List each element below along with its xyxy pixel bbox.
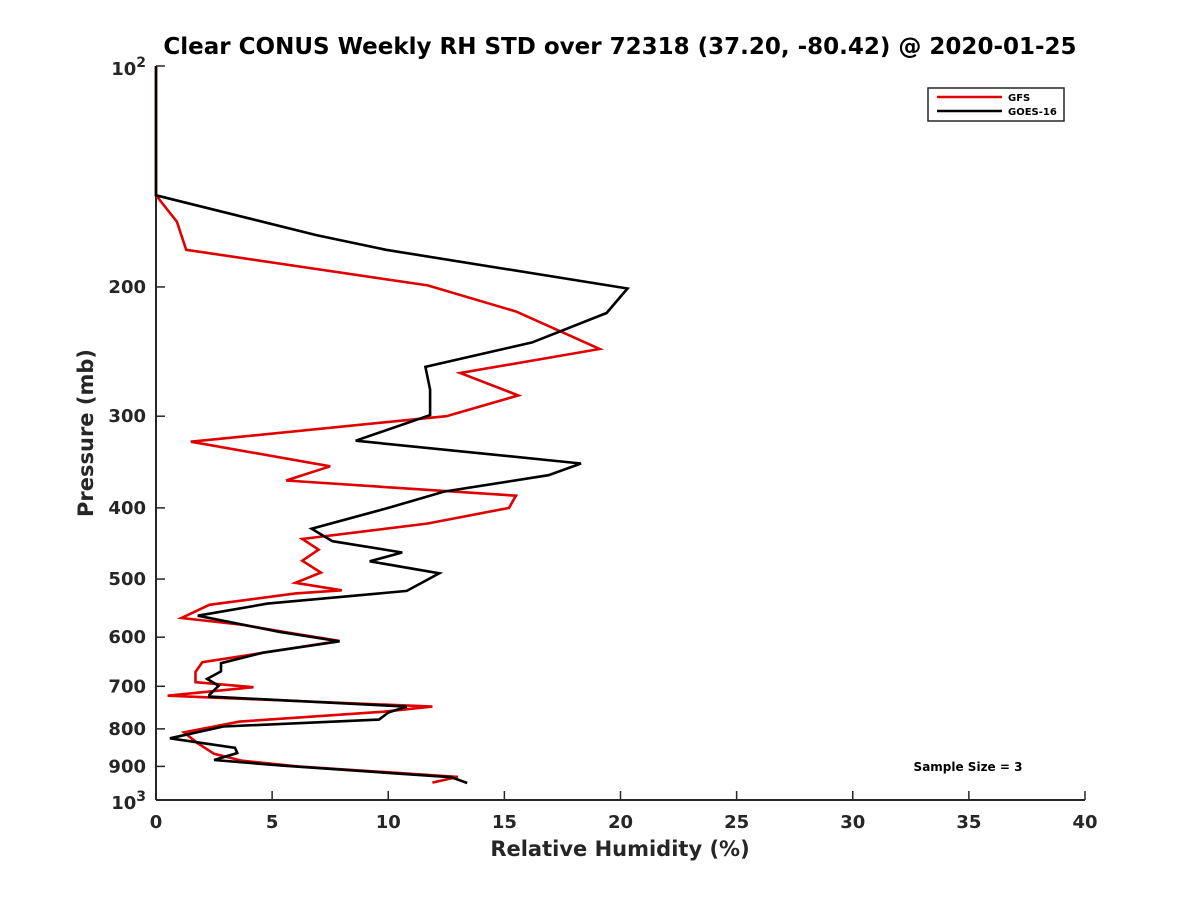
x-tick-label: 5	[266, 812, 279, 833]
y-ticks: 200 300 400 500 600 700 800 900 102 103	[108, 55, 165, 814]
y-tick-label: 900	[108, 756, 146, 777]
x-tick-label: 0	[150, 812, 163, 833]
x-axis-label: Relative Humidity (%)	[490, 837, 749, 861]
y-tick-label: 600	[108, 627, 146, 648]
x-tick-label: 20	[608, 812, 633, 833]
series-line-goes16	[154, 66, 630, 785]
series-layer	[154, 66, 630, 785]
y-tick-label: 700	[108, 676, 146, 697]
x-tick-label: 25	[724, 812, 749, 833]
legend-label-goes16: GOES-16	[1008, 107, 1057, 118]
x-tick-label: 35	[956, 812, 981, 833]
y-axis-label: Pressure (mb)	[74, 349, 98, 517]
y-tick-label: 300	[108, 406, 146, 427]
legend: GFS GOES-16	[927, 87, 1065, 122]
series-line-gfs	[154, 66, 605, 784]
y-tick-label: 500	[108, 569, 146, 590]
y-tick-label: 400	[108, 498, 146, 519]
chart-title: Clear CONUS Weekly RH STD over 72318 (37…	[163, 34, 1076, 60]
y-tick-label: 200	[108, 277, 146, 298]
x-tick-label: 15	[492, 812, 517, 833]
x-tick-label: 40	[1072, 812, 1097, 833]
plot-axes	[155, 66, 1085, 801]
x-tick-label: 30	[840, 812, 865, 833]
legend-box	[927, 87, 1065, 122]
x-ticks: 0 5 10 15 20 25 30 35 40	[150, 791, 1098, 833]
x-tick-label: 10	[376, 812, 401, 833]
sample-size-annotation: Sample Size = 3	[914, 760, 1023, 774]
legend-label-gfs: GFS	[1008, 93, 1030, 104]
y-tick-label: 102	[111, 55, 146, 80]
y-tick-label: 800	[108, 719, 146, 740]
y-tick-label: 103	[111, 789, 146, 814]
